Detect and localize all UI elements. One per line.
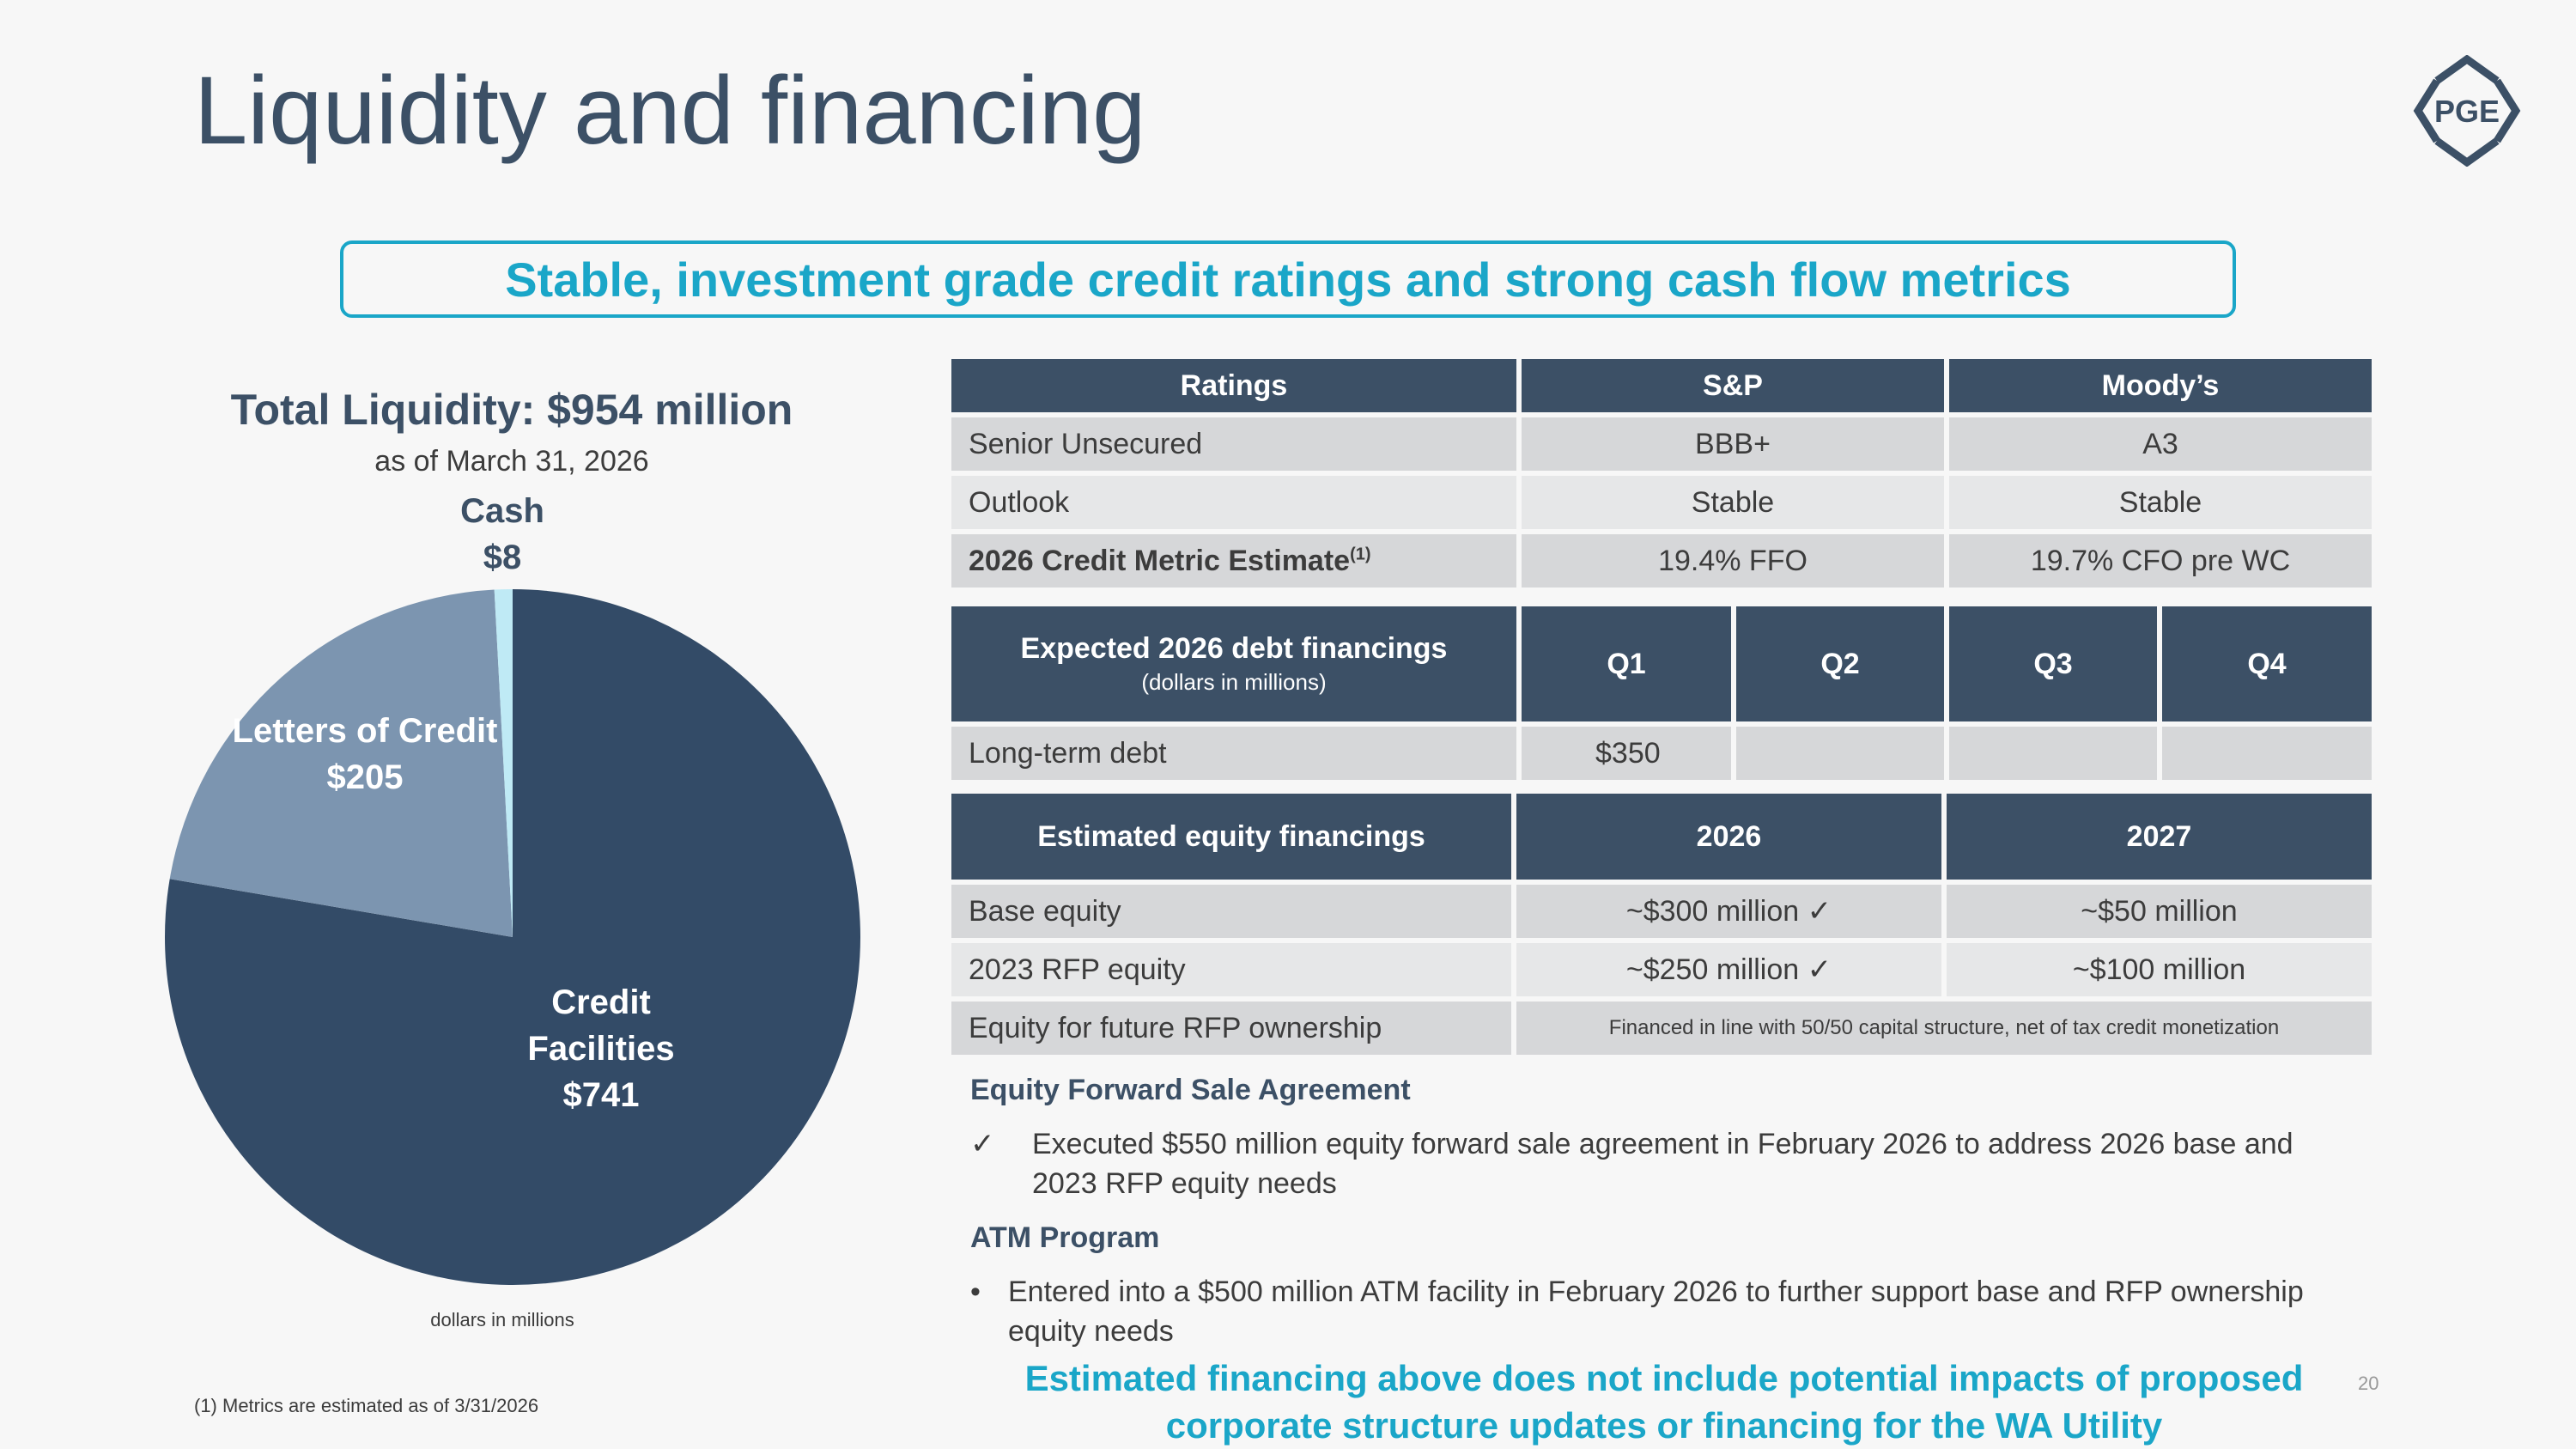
q1-header: Q1 — [1522, 606, 1731, 721]
year-2027-header: 2027 — [1947, 794, 2372, 880]
pie-slice-cash — [494, 589, 513, 937]
liquidity-title: Total Liquidity: $954 million — [230, 386, 793, 434]
cash-label-text: Cash — [460, 492, 544, 530]
debt-header: Expected 2026 debt financings (dollars in… — [951, 606, 1516, 721]
table-cell: 19.4% FFO — [1522, 534, 1944, 588]
table-cell: A3 — [1949, 417, 2372, 471]
equity-header: Estimated equity financings — [951, 794, 1511, 880]
table-cell: 19.7% CFO pre WC — [1949, 534, 2372, 588]
table-cell: BBB+ — [1522, 417, 1944, 471]
table-row-label: Base equity — [951, 885, 1511, 938]
liquidity-subtitle: as of March 31, 2026 — [374, 445, 649, 478]
liquidity-pie-chart — [165, 589, 861, 1285]
pie-slice-credit-facilities — [165, 589, 861, 1285]
footnote: (1) Metrics are estimated as of 3/31/202… — [194, 1395, 539, 1416]
debt-financings-table: Expected 2026 debt financings (dollars in… — [946, 601, 2377, 785]
table-row-label: Outlook — [951, 476, 1516, 529]
equity-financings-table: Estimated equity financings 2026 2027 Ba… — [946, 788, 2377, 1060]
forward-sale-text: Executed $550 million equity forward sal… — [1032, 1128, 2293, 1200]
cash-label: Cash $8 — [416, 488, 588, 581]
letters-of-credit-label: Letters of Credit $205 — [232, 712, 498, 796]
credit-metric-label: 2026 Credit Metric Estimate(1) — [951, 534, 1516, 588]
table-cell: ~$300 million ✓ — [1516, 885, 1941, 938]
units-note: dollars in millions — [430, 1309, 574, 1330]
page-title: Liquidity and financing — [194, 57, 1146, 164]
table-cell: Stable — [1949, 476, 2372, 529]
check-icon: ✓ — [970, 1128, 995, 1160]
cash-value: $8 — [483, 539, 522, 576]
table-cell: Financed in line with 50/50 capital stru… — [1516, 1002, 2372, 1055]
table-cell — [2162, 727, 2372, 780]
ratings-table: Ratings S&P Moody’s Senior Unsecured BBB… — [946, 354, 2377, 593]
credit-facilities-value: $741 — [562, 1076, 640, 1114]
table-row-label: 2023 RFP equity — [951, 943, 1511, 996]
table-cell: ~$50 million — [1947, 885, 2372, 938]
logo-text: PGE — [2434, 94, 2500, 129]
table-cell: ~$250 million ✓ — [1516, 943, 1941, 996]
pge-logo: PGE — [2413, 55, 2521, 167]
sp-header: S&P — [1522, 359, 1944, 412]
q2-header: Q2 — [1736, 606, 1944, 721]
moodys-header: Moody’s — [1949, 359, 2372, 412]
table-cell: Stable — [1522, 476, 1944, 529]
atm-heading: ATM Program — [970, 1221, 1160, 1254]
table-cell — [1949, 727, 2157, 780]
forward-sale-bullet: ✓ Executed $550 million equity forward s… — [970, 1125, 2361, 1204]
headline-banner: Stable, investment grade credit ratings … — [340, 240, 2236, 318]
q4-header: Q4 — [2162, 606, 2372, 721]
page-number: 20 — [2358, 1373, 2379, 1394]
atm-text: Entered into a $500 million ATM facility… — [1008, 1275, 2304, 1348]
ratings-header: Ratings — [951, 359, 1516, 412]
financing-disclaimer: Estimated financing above does not inclu… — [1024, 1358, 2304, 1446]
table-cell: $350 — [1522, 727, 1731, 780]
pie-slice-letters-of-credit — [169, 589, 513, 937]
table-row-label: Senior Unsecured — [951, 417, 1516, 471]
credit-facilities-label: Credit Facilities $741 — [481, 979, 721, 1118]
forward-sale-heading: Equity Forward Sale Agreement — [970, 1074, 1411, 1106]
table-row-label: Long-term debt — [951, 727, 1516, 780]
table-cell: ~$100 million — [1947, 943, 2372, 996]
year-2026-header: 2026 — [1516, 794, 1941, 880]
q3-header: Q3 — [1949, 606, 2157, 721]
table-row-label: Equity for future RFP ownership — [951, 1002, 1511, 1055]
table-cell — [1736, 727, 1944, 780]
bullet-icon: • — [970, 1275, 981, 1308]
atm-bullet: • Entered into a $500 million ATM facili… — [970, 1273, 2361, 1352]
